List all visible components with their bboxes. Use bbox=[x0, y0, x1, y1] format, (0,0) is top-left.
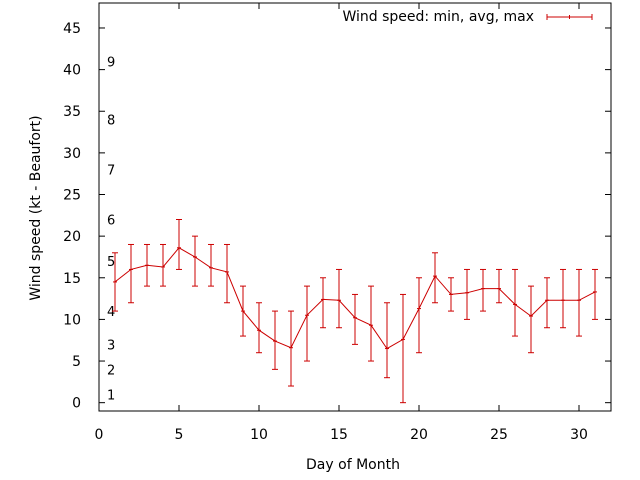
x-tick-label: 25 bbox=[490, 427, 508, 443]
series-layer bbox=[112, 218, 598, 404]
x-axis-label: Day of Month bbox=[306, 457, 400, 473]
x-tick-label: 5 bbox=[175, 427, 184, 443]
y-tick-label: 25 bbox=[63, 188, 81, 204]
y-axis-label: Wind speed (kt - Beaufort) bbox=[28, 115, 44, 300]
x-axis-ticks: 0 5 10 15 20 25 30 bbox=[95, 3, 588, 443]
beaufort-label: 6 bbox=[107, 213, 115, 228]
beaufort-label: 5 bbox=[107, 255, 115, 270]
x-tick-label: 15 bbox=[330, 427, 348, 443]
beaufort-label: 2 bbox=[107, 363, 115, 378]
y-tick-label: 15 bbox=[63, 271, 81, 287]
y-tick-label: 0 bbox=[72, 396, 81, 412]
beaufort-label: 3 bbox=[107, 338, 115, 353]
x-tick-label: 20 bbox=[410, 427, 428, 443]
y-tick-label: 20 bbox=[63, 229, 81, 245]
y-tick-label: 45 bbox=[63, 21, 81, 37]
beaufort-label: 7 bbox=[107, 164, 115, 179]
y-tick-label: 40 bbox=[63, 63, 81, 79]
y-tick-label: 35 bbox=[63, 104, 81, 120]
x-tick-label: 10 bbox=[250, 427, 268, 443]
beaufort-label: 9 bbox=[107, 55, 115, 70]
beaufort-label: 1 bbox=[107, 388, 115, 403]
beaufort-label: 8 bbox=[107, 114, 115, 129]
beaufort-scale-labels: 1 2 3 4 5 6 7 8 9 bbox=[107, 55, 115, 403]
legend-label: Wind speed: min, avg, max bbox=[342, 9, 534, 25]
beaufort-label: 4 bbox=[107, 305, 115, 320]
legend-sample bbox=[546, 14, 593, 20]
y-tick-label: 30 bbox=[63, 146, 81, 162]
x-tick-label: 30 bbox=[570, 427, 588, 443]
y-tick-label: 5 bbox=[72, 354, 81, 370]
x-tick-label: 0 bbox=[95, 427, 104, 443]
legend: Wind speed: min, avg, max bbox=[342, 9, 593, 25]
plot-frame bbox=[98, 2, 612, 412]
plot-border bbox=[98, 2, 612, 412]
y-tick-label: 10 bbox=[63, 312, 81, 328]
